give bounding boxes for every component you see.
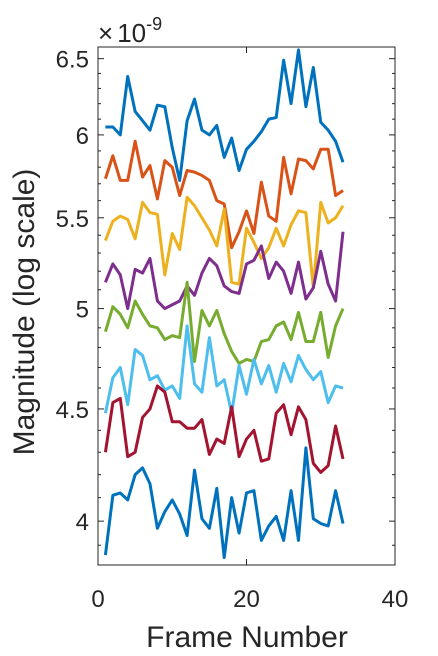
y-tick-label: 5.5 xyxy=(56,206,89,233)
multiplier-base: 10 xyxy=(117,18,146,48)
axes-box xyxy=(97,46,396,566)
series-line-4 xyxy=(104,231,345,311)
y-tick-label: 6.5 xyxy=(56,47,89,74)
series-line-7 xyxy=(103,384,345,474)
multiplier-prefix: × xyxy=(98,18,113,48)
y-axis-label: Magnitude (log scale) xyxy=(8,169,41,456)
x-axis-label: Frame Number xyxy=(146,621,348,654)
y-tick-label: 6 xyxy=(76,123,89,150)
y-tick-label: 5 xyxy=(76,297,89,324)
x-tick-label: 20 xyxy=(233,586,260,613)
x-tick-label: 40 xyxy=(382,586,409,613)
series-line-2 xyxy=(103,139,344,250)
series-line-3 xyxy=(104,195,345,290)
series-line-5 xyxy=(103,280,345,365)
axes-layer: 0 20 40 4 4.5 5 5.5 6 6.5 xyxy=(56,46,409,613)
multiplier-exponent: -9 xyxy=(146,14,162,34)
series-line-6 xyxy=(103,324,344,415)
series-layer xyxy=(103,48,345,560)
y-axis-multiplier: × 10-9 xyxy=(98,14,162,48)
series-line-1 xyxy=(105,48,345,182)
x-tick-label: 0 xyxy=(91,586,104,613)
y-tick-label: 4 xyxy=(76,509,89,536)
series-line-8 xyxy=(103,446,345,560)
y-tick-label: 4.5 xyxy=(56,397,89,424)
